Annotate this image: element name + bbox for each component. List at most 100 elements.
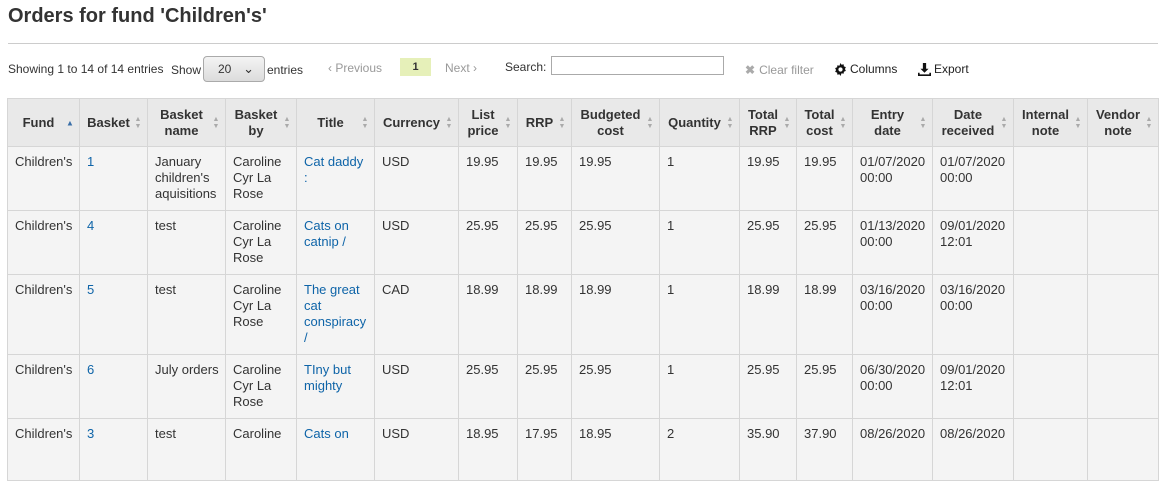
download-icon — [918, 63, 931, 76]
title-link[interactable]: TIny but mighty — [304, 362, 351, 393]
cell-vendor-note — [1087, 210, 1159, 275]
sort-icon: ▲ ▼ — [361, 115, 369, 130]
page-button-current[interactable]: 1 — [400, 58, 431, 76]
table-row: Children's 3 test Caroline Cats on USD 1… — [7, 418, 1159, 481]
column-header[interactable]: Quantity ▲ ▼ — [659, 98, 740, 147]
title-divider — [8, 43, 1158, 44]
cell-vendor-note — [1087, 354, 1159, 419]
cell-list-price: 18.99 — [458, 274, 518, 355]
cell-budgeted-cost: 18.95 — [571, 418, 660, 481]
previous-page-button[interactable]: ‹ Previous — [328, 61, 383, 75]
cell-rrp: 17.95 — [517, 418, 572, 481]
column-header[interactable]: Date received ▲ ▼ — [932, 98, 1014, 147]
cell-quantity: 1 — [659, 354, 740, 419]
sort-icon: ▲ ▼ — [1145, 115, 1153, 130]
cell-rrp: 18.99 — [517, 274, 572, 355]
sort-icon: ▲ ▼ — [212, 115, 220, 130]
cell-basket-name: January children's aquisitions — [147, 146, 226, 211]
cell-total-cost: 25.95 — [796, 354, 853, 419]
cell-currency: USD — [374, 418, 459, 481]
column-header[interactable]: Total cost ▲ ▼ — [796, 98, 853, 147]
cell-basket: 4 — [79, 210, 148, 275]
columns-button[interactable]: Columns — [834, 62, 897, 76]
export-button[interactable]: Export — [918, 62, 969, 76]
column-header[interactable]: RRP ▲ ▼ — [517, 98, 572, 147]
cell-title: The great cat conspiracy / — [296, 274, 375, 355]
column-header[interactable]: Currency ▲ ▼ — [374, 98, 459, 147]
clear-filter-label: Clear filter — [759, 63, 814, 77]
cell-basket: 6 — [79, 354, 148, 419]
cell-total-rrp: 19.95 — [739, 146, 797, 211]
table-row: Children's 5 test Caroline Cyr La Rose T… — [7, 274, 1159, 355]
cell-basket-name: July orders — [147, 354, 226, 419]
cell-internal-note — [1013, 354, 1088, 419]
cell-vendor-note — [1087, 146, 1159, 211]
cell-vendor-note — [1087, 274, 1159, 355]
cell-basket: 3 — [79, 418, 148, 481]
search-input[interactable] — [551, 56, 724, 75]
sort-icon: ▲ ▼ — [1074, 115, 1082, 130]
sort-icon: ▲ ▼ — [783, 115, 791, 130]
sort-icon: ▲ ▼ — [283, 115, 291, 130]
title-link[interactable]: Cats on catnip / — [304, 218, 349, 249]
entries-label: entries — [267, 63, 304, 77]
column-header[interactable]: Fund ▲ — [7, 98, 80, 147]
sort-icon: ▲ ▼ — [726, 115, 734, 130]
cell-entry-date: 01/07/2020 00:00 — [852, 146, 933, 211]
page-title: Orders for fund 'Children's' — [8, 5, 267, 27]
cell-total-rrp: 35.90 — [739, 418, 797, 481]
cell-basket-by: Caroline Cyr La Rose — [225, 274, 297, 355]
cell-date-received: 09/01/2020 12:01 — [932, 210, 1014, 275]
cell-rrp: 25.95 — [517, 354, 572, 419]
cell-list-price: 25.95 — [458, 354, 518, 419]
cell-budgeted-cost: 25.95 — [571, 354, 660, 419]
cell-date-received: 01/07/2020 00:00 — [932, 146, 1014, 211]
cell-quantity: 1 — [659, 210, 740, 275]
columns-label: Columns — [850, 62, 898, 76]
cell-currency: USD — [374, 210, 459, 275]
page-size-select[interactable]: 20 ⌄ — [203, 56, 265, 82]
cell-basket: 1 — [79, 146, 148, 211]
cell-basket-name: test — [147, 418, 226, 481]
cell-currency: USD — [374, 354, 459, 419]
sort-icon: ▲ ▼ — [558, 115, 566, 130]
cell-rrp: 19.95 — [517, 146, 572, 211]
next-page-button[interactable]: Next › — [445, 61, 478, 75]
basket-link[interactable]: 4 — [87, 218, 95, 233]
basket-link[interactable]: 3 — [87, 426, 95, 441]
export-label: Export — [934, 62, 969, 76]
orders-table: Fund ▲ Basket ▲ ▼ Basket name ▲ ▼ Basket by ▲ ▼… — [7, 98, 1159, 481]
sort-ascending-icon: ▲ — [66, 118, 74, 127]
title-link[interactable]: Cat daddy : — [304, 154, 364, 185]
title-link[interactable]: The great cat conspiracy / — [304, 282, 367, 345]
column-header[interactable]: Basket ▲ ▼ — [79, 98, 148, 147]
cell-date-received: 09/01/2020 12:01 — [932, 354, 1014, 419]
column-header[interactable]: Basket name ▲ ▼ — [147, 98, 226, 147]
cell-list-price: 25.95 — [458, 210, 518, 275]
cell-fund: Children's — [7, 210, 80, 275]
page-size-value: 20 — [218, 62, 232, 76]
basket-link[interactable]: 5 — [87, 282, 95, 297]
cell-list-price: 19.95 — [458, 146, 518, 211]
clear-filter-button[interactable]: ✖ Clear filter — [745, 63, 814, 77]
cell-title: Cat daddy : — [296, 146, 375, 211]
search-label: Search: — [505, 60, 547, 74]
column-header[interactable]: Budgeted cost ▲ ▼ — [571, 98, 660, 147]
basket-link[interactable]: 6 — [87, 362, 95, 377]
column-header[interactable]: Internal note ▲ ▼ — [1013, 98, 1088, 147]
gear-icon — [835, 63, 846, 76]
column-header[interactable]: Title ▲ ▼ — [296, 98, 375, 147]
title-link[interactable]: Cats on — [304, 426, 349, 441]
chevron-down-icon: ⌄ — [243, 61, 254, 76]
cell-entry-date: 08/26/2020 — [852, 418, 933, 481]
basket-link[interactable]: 1 — [87, 154, 95, 169]
sort-icon: ▲ ▼ — [504, 115, 512, 130]
column-header[interactable]: Entry date ▲ ▼ — [852, 98, 933, 147]
column-header[interactable]: List price ▲ ▼ — [458, 98, 518, 147]
column-header[interactable]: Total RRP ▲ ▼ — [739, 98, 797, 147]
cell-total-rrp: 25.95 — [739, 210, 797, 275]
column-header[interactable]: Basket by ▲ ▼ — [225, 98, 297, 147]
column-header[interactable]: Vendor note ▲ ▼ — [1087, 98, 1159, 147]
sort-icon: ▲ ▼ — [646, 115, 654, 130]
cell-basket-by: Caroline Cyr La Rose — [225, 146, 297, 211]
